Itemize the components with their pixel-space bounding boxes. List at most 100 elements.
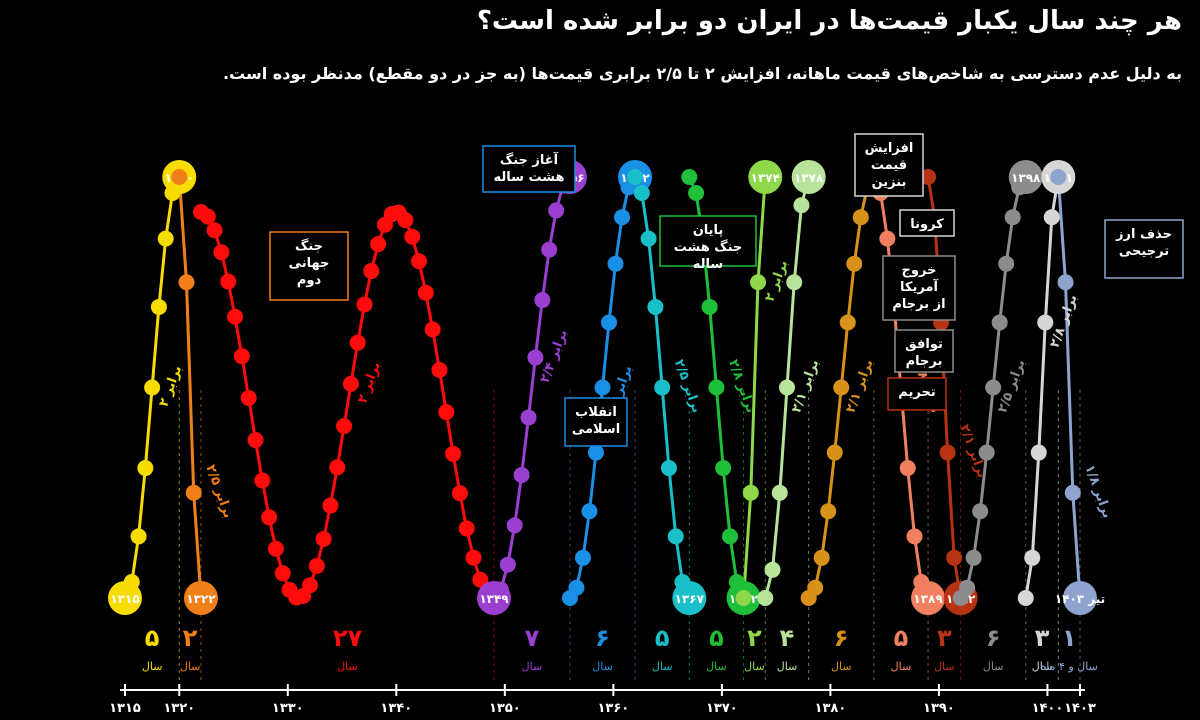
series-4-point-2	[574, 549, 591, 566]
series-14-year-label-0: تیر ۱۴۰۳	[1055, 592, 1105, 606]
duration-unit-10: سال	[891, 660, 912, 673]
annotation-text-4-1: قیمت	[871, 158, 907, 173]
series-8-point-5	[793, 197, 810, 214]
series-2-point-41	[472, 571, 489, 588]
series-7-point-0	[735, 590, 752, 606]
series-10-labeled-dot-0	[911, 581, 946, 615]
series-0-point-3	[137, 460, 154, 477]
series-2-point-7	[240, 389, 257, 406]
duration-unit-7: سال	[744, 660, 765, 673]
series-2-point-40	[465, 549, 482, 566]
series-10-point-2	[879, 230, 896, 247]
series-3-point-5	[520, 409, 537, 426]
series-10-point-6	[906, 528, 923, 545]
duration-unit-12: سال	[983, 660, 1004, 673]
series-2-point-2	[206, 222, 223, 239]
annotation-text-6-2: از برجام	[892, 297, 945, 312]
series-2-point-39	[458, 520, 475, 537]
series-11-point-4	[946, 549, 963, 566]
series-12-point-1	[959, 579, 976, 596]
annotation-box-5	[899, 209, 955, 237]
series-4-point-4	[587, 444, 604, 461]
duration-years-3: ۷	[525, 624, 540, 652]
series-line-13	[1024, 176, 1060, 599]
x-tick-label-6: ۱۳۷۰	[706, 701, 738, 716]
annotation-text-0-1: جهانی	[289, 256, 330, 271]
series-7-labeled-dot-0	[748, 160, 783, 194]
series-4-point-3	[581, 503, 598, 520]
series-9-point-5	[833, 379, 850, 396]
series-7-year-label-0: ۱۳۷۴	[751, 171, 780, 185]
series-5-point-2	[640, 230, 657, 247]
chart-subtitle: به دلیل عدم دسترسی به شاخص‌های قیمت ماها…	[222, 64, 1182, 83]
series-2-point-30	[397, 212, 414, 229]
series-1-multiplier: ۲/۵ برابر	[202, 463, 235, 520]
series-13-point-0	[1017, 590, 1034, 606]
duration-years-6: ۵	[709, 624, 724, 652]
duration-unit-2: سال	[337, 660, 358, 673]
series-9-point-4	[826, 444, 843, 461]
x-tick-label-2: ۱۳۳۰	[272, 701, 304, 716]
series-2-point-16	[301, 577, 318, 594]
series-13-point-3	[1037, 314, 1054, 331]
annotation-text-5-0: کرونا	[910, 217, 944, 232]
duration-years-1: ۲	[183, 624, 198, 652]
annotation-text-7-0: توافق	[905, 337, 943, 352]
series-10-point-5	[899, 460, 916, 477]
duration-years-4: ۶	[595, 624, 610, 652]
duration-labels: ۵ سال ۲ سال ۲۷ سال ۷ سال ۶ سال ۵ سال ۵ سال ۲ سال ۴ سال ۶ سا…	[142, 624, 1098, 673]
duration-years-2: ۲۷	[333, 624, 363, 652]
annotation-text-2-0: پایان	[693, 223, 724, 238]
series-2-point-3	[213, 244, 230, 261]
annotation-box-8	[887, 377, 947, 411]
series-6-point-4	[708, 379, 725, 396]
duration-years-0: ۵	[145, 624, 160, 652]
annotation-text-2-2: ساله	[693, 257, 723, 272]
series-8-labeled-dot-0	[791, 160, 826, 194]
series-0-multiplier: ۲ برابر	[156, 364, 185, 409]
annotation-box-3	[564, 397, 628, 447]
series-4-point-8	[614, 209, 631, 226]
annotation-text-8-0: تحریم	[898, 385, 935, 400]
series-8-point-1	[764, 561, 781, 578]
annotation-box-2	[659, 215, 757, 267]
series-line-14	[1056, 176, 1082, 599]
series-12-labeled-dot-0	[1008, 160, 1043, 194]
x-tick-label-1: ۱۳۲۰	[163, 701, 195, 716]
annotation-text-6-1: آمریکا	[900, 278, 938, 295]
series-9-point-8	[852, 209, 869, 226]
series-5-point-5	[660, 460, 677, 477]
series-3-labeled-dot-0	[476, 581, 511, 615]
series-9-point-1	[807, 579, 824, 596]
series-4-point-5	[594, 379, 611, 396]
x-tick-label-10: ۱۴۰۳	[1064, 701, 1096, 716]
series-5-point-6	[667, 528, 684, 545]
series-2-point-21	[336, 418, 353, 435]
series-7-point-2	[750, 274, 767, 291]
duration-years-12: ۶	[986, 624, 1001, 652]
series-5-point-3	[647, 298, 664, 315]
duration-years-10: ۵	[894, 624, 909, 652]
series-2-point-12	[274, 565, 291, 582]
series-6-point-6	[722, 528, 739, 545]
series-0-point-6	[157, 230, 174, 247]
series-2-point-26	[370, 236, 387, 253]
annotation-text-0-0: جنگ	[295, 238, 323, 254]
series-3-point-6	[527, 349, 544, 366]
duration-unit-13: سال	[1032, 660, 1053, 673]
series-8-point-0	[757, 590, 774, 606]
series-5-point-1	[633, 185, 650, 202]
annotation-text-0-2: دوم	[297, 273, 322, 288]
annotation-text-4-0: افزایش	[865, 141, 914, 156]
duration-unit-14: سال و ۴ ماه	[1040, 660, 1097, 673]
series-4-point-1	[568, 579, 585, 596]
annotation-text-2-1: جنگ هشت	[674, 239, 743, 255]
series-3-point-2	[499, 556, 516, 573]
series-12-year-label-0: ۱۳۹۸	[1011, 171, 1041, 185]
series-3-point-4	[513, 466, 530, 483]
series-line-3	[492, 176, 572, 599]
series-dots: ۱۳۱۵۱۳۲۰۱۳۲۲۱۳۴۹۱۳۵۶۱۳۶۲۱۳۶۷۱۳۷۲۱۳۷۴۱۳۷۸…	[108, 160, 1105, 615]
series-6-point-0	[681, 169, 698, 185]
duration-years-9: ۶	[834, 624, 849, 652]
